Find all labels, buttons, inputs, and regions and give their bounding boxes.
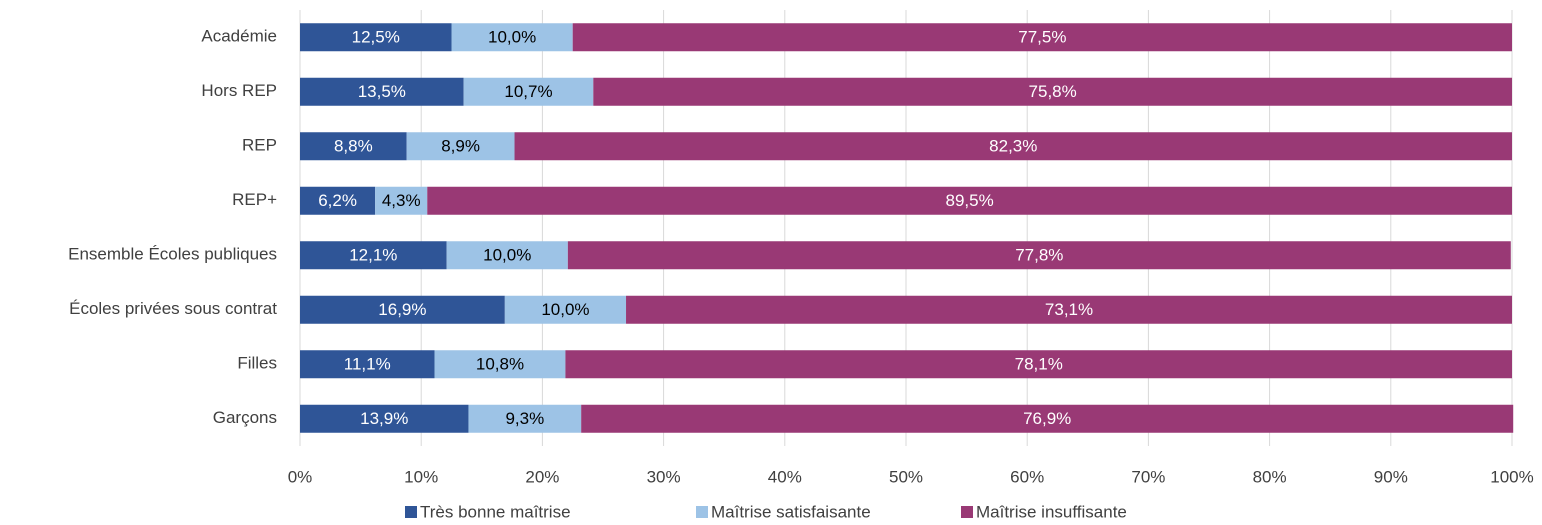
bar-segment	[565, 350, 1512, 379]
data-label: 76,9%	[1023, 409, 1071, 428]
data-label: 8,8%	[334, 137, 373, 156]
x-tick-label: 30%	[647, 467, 681, 486]
y-tick-label: Garçons	[213, 408, 277, 427]
data-label: 89,5%	[946, 191, 994, 210]
data-label: 12,1%	[349, 246, 397, 265]
data-label: 77,8%	[1015, 246, 1063, 265]
data-label: 75,8%	[1029, 82, 1077, 101]
bar-segment	[626, 295, 1512, 324]
bar-segment	[300, 132, 407, 161]
data-label: 10,0%	[488, 28, 536, 47]
data-label: 73,1%	[1045, 300, 1093, 319]
x-tick-label: 40%	[768, 467, 802, 486]
bar-segment	[581, 404, 1514, 433]
x-tick-label: 70%	[1131, 467, 1165, 486]
bar-segment	[300, 295, 505, 324]
y-tick-label: Académie	[201, 27, 277, 46]
y-tick-label: Hors REP	[201, 81, 277, 100]
x-tick-label: 60%	[1010, 467, 1044, 486]
x-tick-label: 100%	[1490, 467, 1533, 486]
data-label: 13,9%	[360, 409, 408, 428]
bar-segment	[375, 186, 428, 215]
bar-segment	[446, 241, 568, 270]
legend-label: Maîtrise satisfaisante	[711, 502, 871, 521]
x-tick-label: 20%	[525, 467, 559, 486]
data-label: 11,1%	[344, 355, 391, 374]
bar-segment	[300, 23, 452, 52]
y-tick-label: REP+	[232, 190, 277, 209]
x-tick-label: 0%	[288, 467, 313, 486]
bar-segment	[300, 77, 464, 106]
bar-segment	[300, 186, 376, 215]
legend-swatch	[961, 506, 973, 518]
bar-segment	[593, 77, 1512, 106]
x-tick-label: 80%	[1253, 467, 1287, 486]
x-tick-label: 10%	[404, 467, 438, 486]
bar-segment	[468, 404, 582, 433]
data-label: 9,3%	[505, 409, 544, 428]
bar-segment	[451, 23, 573, 52]
bar-segment	[300, 241, 447, 270]
x-tick-label: 90%	[1374, 467, 1408, 486]
y-tick-label: Filles	[237, 354, 277, 373]
bar-segment	[572, 23, 1512, 52]
legend-swatch	[696, 506, 708, 518]
bar-segment	[434, 350, 566, 379]
legend-swatch	[405, 506, 417, 518]
data-label: 77,5%	[1018, 28, 1066, 47]
data-label: 12,5%	[352, 28, 400, 47]
data-label: 10,0%	[541, 300, 589, 319]
data-label: 10,7%	[504, 82, 552, 101]
data-label: 16,9%	[378, 300, 426, 319]
data-label: 78,1%	[1015, 355, 1063, 374]
bar-segment	[300, 404, 469, 433]
y-tick-label: Écoles privées sous contrat	[69, 299, 277, 318]
data-label: 82,3%	[989, 137, 1037, 156]
data-label: 10,0%	[483, 246, 531, 265]
x-tick-label: 50%	[889, 467, 923, 486]
bar-segment	[427, 186, 1512, 215]
data-label: 8,9%	[441, 137, 480, 156]
data-label: 4,3%	[382, 191, 421, 210]
bar-segment	[406, 132, 515, 161]
bar-segment	[514, 132, 1512, 161]
y-tick-label: Ensemble Écoles publiques	[68, 245, 277, 264]
data-label: 10,8%	[476, 355, 524, 374]
bar-segment	[504, 295, 627, 324]
legend-label: Maîtrise insuffisante	[976, 502, 1127, 521]
data-label: 13,5%	[358, 82, 406, 101]
data-label: 6,2%	[318, 191, 357, 210]
bar-segment	[300, 350, 435, 379]
y-tick-label: REP	[242, 136, 277, 155]
bar-segment	[463, 77, 594, 106]
legend-label: Très bonne maîtrise	[420, 502, 571, 521]
bar-segment	[567, 241, 1511, 270]
